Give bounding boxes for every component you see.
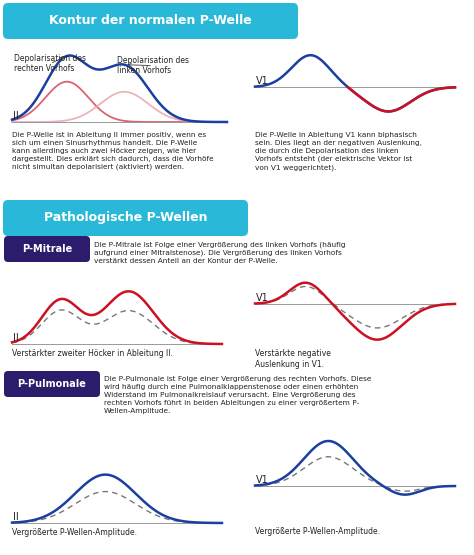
Text: Depolarisation des
rechten Vorhofs: Depolarisation des rechten Vorhofs [14,54,86,73]
Text: II: II [13,512,19,522]
Text: Die P-Pulmonale ist Folge einer Vergrößerung des rechten Vorhofs. Diese
wird häu: Die P-Pulmonale ist Folge einer Vergröße… [104,376,371,414]
Text: Vergrößerte P-Wellen-Amplitude.: Vergrößerte P-Wellen-Amplitude. [255,527,380,536]
Text: Verstärkte negative
Auslenkung in V1.: Verstärkte negative Auslenkung in V1. [255,349,331,369]
Text: P-Pulmonale: P-Pulmonale [18,379,86,389]
FancyBboxPatch shape [4,236,90,262]
Text: P-Mitrale: P-Mitrale [22,244,72,254]
Text: II: II [13,111,19,121]
Text: Kontur der normalen P-Welle: Kontur der normalen P-Welle [49,14,252,28]
FancyBboxPatch shape [3,3,298,39]
Text: V1: V1 [256,475,269,485]
FancyBboxPatch shape [4,371,100,397]
Text: V1: V1 [256,292,269,302]
Text: Vergrößerte P-Wellen-Amplitude.: Vergrößerte P-Wellen-Amplitude. [12,528,137,537]
Text: II: II [13,333,19,343]
Text: Die P-Mitrale ist Folge einer Vergrößerung des linken Vorhofs (häufig
aufgrund e: Die P-Mitrale ist Folge einer Vergrößeru… [94,241,346,264]
Text: Depolarisation des
linken Vorhofs: Depolarisation des linken Vorhofs [117,56,189,75]
Text: V1: V1 [256,76,269,86]
Text: Verstärkter zweiter Höcker in Ableitung II.: Verstärkter zweiter Höcker in Ableitung … [12,349,173,358]
Text: Die P-Welle ist in Ableitung II immer positiv, wenn es
sich um einen Sinusrhythm: Die P-Welle ist in Ableitung II immer po… [12,132,214,170]
Text: Die P-Welle in Ableitung V1 kann biphasisch
sein. Dies liegt an der negativen Au: Die P-Welle in Ableitung V1 kann biphasi… [255,132,422,171]
FancyBboxPatch shape [3,200,248,236]
Text: Pathologische P-Wellen: Pathologische P-Wellen [44,211,207,225]
